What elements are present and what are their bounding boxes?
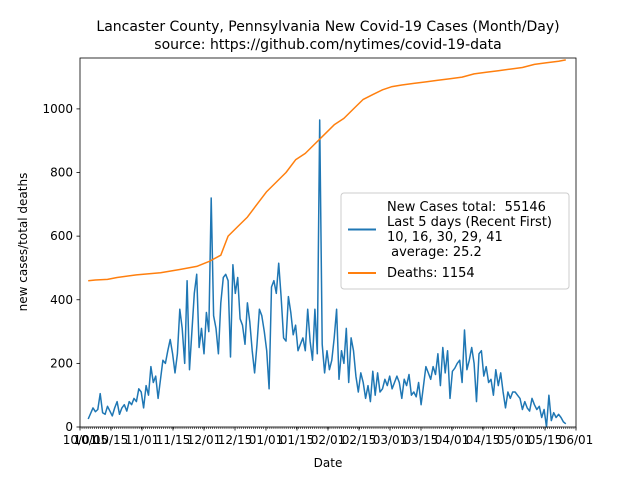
x-tick-label: 01/15 bbox=[280, 433, 315, 447]
x-tick-label: 05/01 bbox=[497, 433, 532, 447]
x-tick-label: 06/01 bbox=[559, 433, 594, 447]
x-tick-label: 11/01 bbox=[125, 433, 160, 447]
series-line-deaths bbox=[88, 59, 566, 282]
legend-box bbox=[340, 192, 570, 290]
x-axis-label: Date bbox=[314, 456, 343, 470]
legend-text: New Cases total: 55146 bbox=[387, 200, 546, 215]
x-tick-label: 12/01 bbox=[187, 433, 222, 447]
chart-subtitle: source: https://github.com/nytimes/covid… bbox=[154, 37, 501, 53]
x-tick-label: 01/01 bbox=[249, 433, 284, 447]
y-tick-label: 0 bbox=[65, 420, 73, 434]
axes: 0200400600800100010/0110/1511/0111/1512/… bbox=[42, 57, 594, 447]
legend-text: Last 5 days (Recent First) bbox=[387, 215, 552, 230]
x-tick-label: 10/15 bbox=[94, 433, 129, 447]
x-tick-label: 04/15 bbox=[466, 433, 501, 447]
y-tick-label: 1000 bbox=[42, 102, 73, 116]
x-tick-label: 03/15 bbox=[404, 433, 439, 447]
series-line-new_cases bbox=[87, 119, 567, 428]
x-tick-label: 05/15 bbox=[528, 433, 563, 447]
y-tick-label: 200 bbox=[50, 356, 73, 370]
x-tick-label: 10/01 bbox=[63, 433, 98, 447]
legend-text: average: 25.2 bbox=[387, 245, 482, 260]
x-tick-label: 10/05 bbox=[74, 433, 109, 447]
y-axis-label: new cases/total deaths bbox=[16, 173, 30, 312]
chart-title: Lancaster County, Pennsylvania New Covid… bbox=[96, 19, 559, 35]
y-tick-label: 400 bbox=[50, 293, 73, 307]
x-tick-label: 02/01 bbox=[311, 433, 346, 447]
y-tick-label: 800 bbox=[50, 166, 73, 180]
x-tick-label: 04/01 bbox=[435, 433, 470, 447]
legend-text: Deaths: 1154 bbox=[387, 266, 475, 281]
x-tick-label: 03/01 bbox=[373, 433, 408, 447]
y-tick-label: 600 bbox=[50, 229, 73, 243]
x-tick-label: 12/15 bbox=[218, 433, 253, 447]
x-tick-label: 11/15 bbox=[156, 433, 191, 447]
x-tick-label: 02/15 bbox=[342, 433, 377, 447]
legend-text: 10, 16, 30, 29, 41 bbox=[387, 230, 503, 245]
plot-area bbox=[87, 59, 567, 428]
